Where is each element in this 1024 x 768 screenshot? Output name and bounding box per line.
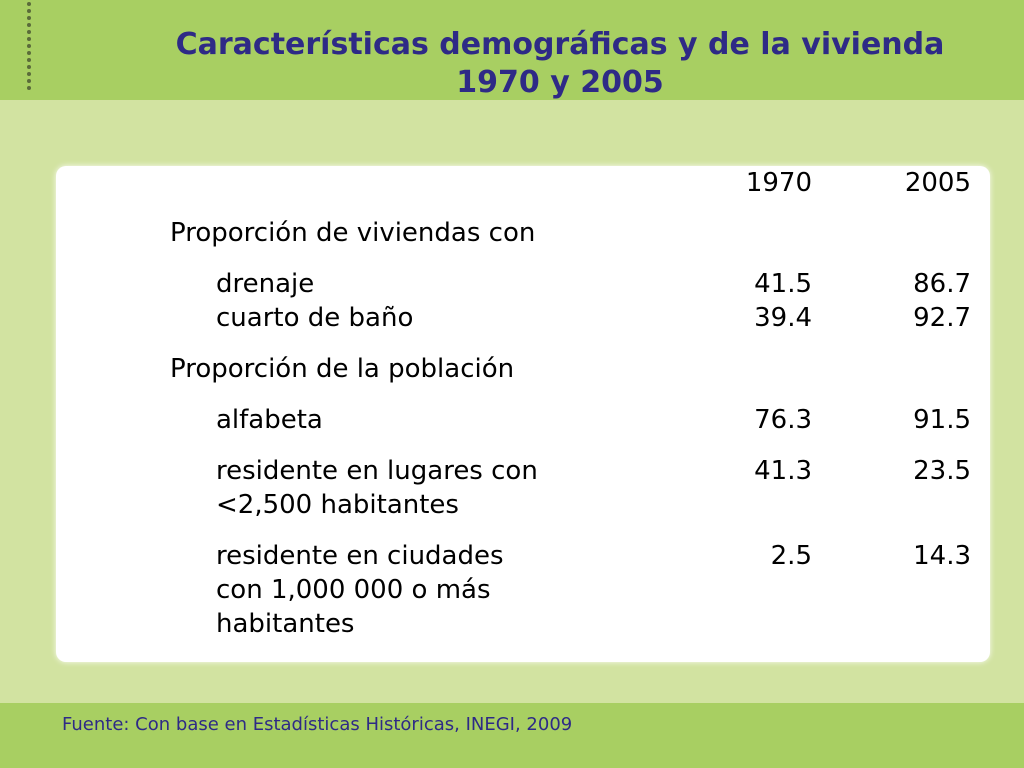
row-value-alfabeta-2005: 91.5: [913, 405, 971, 435]
slide-title: Características demográficas y de la viv…: [110, 26, 1010, 102]
footer-band: [0, 703, 1024, 768]
section-label-poblacion: Proporción de la población: [170, 354, 515, 384]
data-table-panel: 1970 2005 Proporción de viviendas con dr…: [56, 166, 990, 662]
row-value-lugares-pequenos-1970: 41.3: [754, 456, 812, 486]
row-value-alfabeta-1970: 76.3: [754, 405, 812, 435]
row-value-ciudades-grandes-2005: 14.3: [913, 541, 971, 571]
title-line-1: Características demográficas y de la viv…: [175, 27, 945, 62]
row-label-drenaje: drenaje: [216, 269, 315, 299]
section-label-viviendas: Proporción de viviendas con: [170, 218, 536, 248]
row-value-drenaje-1970: 41.5: [754, 269, 812, 299]
row-label-lugares-pequenos: residente en lugares con <2,500 habitant…: [216, 456, 538, 520]
source-note: Fuente: Con base en Estadísticas Históri…: [62, 714, 573, 735]
row-value-drenaje-2005: 86.7: [913, 269, 971, 299]
row-label-ciudades-grandes: residente en ciudades con 1,000 000 o má…: [216, 541, 504, 639]
row-value-lugares-pequenos-2005: 23.5: [913, 456, 971, 486]
row-label-cuarto-de-bano: cuarto de baño: [216, 303, 414, 333]
column-header-1970: 1970: [745, 168, 812, 198]
column-header-2005: 2005: [904, 168, 971, 198]
decorative-dots: [24, 0, 34, 97]
title-band: [0, 0, 1024, 100]
row-value-cuarto-de-bano-1970: 39.4: [754, 303, 812, 333]
row-value-ciudades-grandes-1970: 2.5: [770, 541, 812, 571]
title-line-2: 1970 y 2005: [456, 65, 664, 100]
row-label-alfabeta: alfabeta: [216, 405, 323, 435]
row-value-cuarto-de-bano-2005: 92.7: [913, 303, 971, 333]
